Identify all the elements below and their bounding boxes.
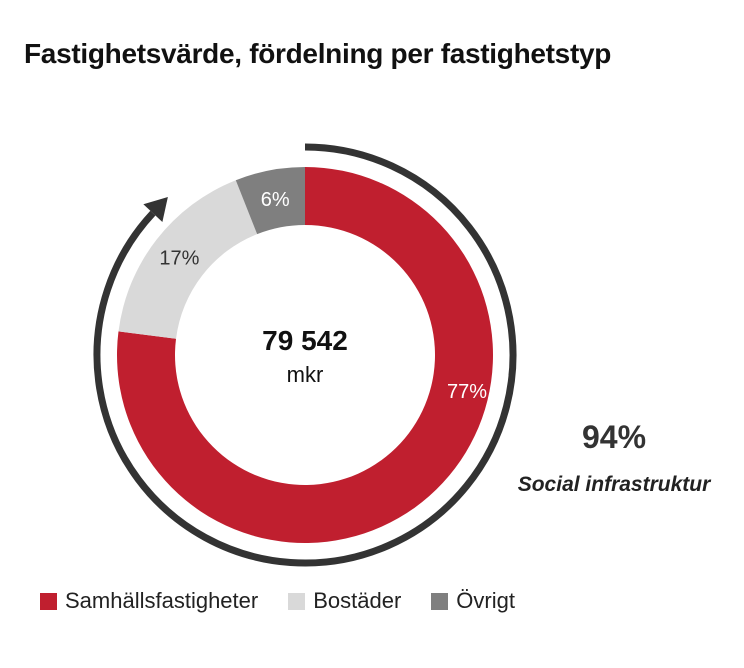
total-unit: mkr	[287, 362, 324, 387]
legend-swatch	[431, 592, 449, 610]
legend-swatch	[40, 592, 57, 610]
donut-slices	[117, 167, 494, 543]
legend-label: Bostäder	[313, 588, 402, 613]
callout-label: Social infrastruktur	[518, 473, 712, 496]
slice-bostäder	[118, 180, 258, 339]
legend-item-övrigt: Övrigt	[431, 588, 515, 614]
chart-title: Fastighetsvärde, fördelning per fastighe…	[24, 38, 612, 69]
total-value: 79 542	[262, 325, 348, 356]
legend-label: Övrigt	[456, 588, 515, 613]
legend-label: Samhällsfastigheter	[65, 588, 259, 613]
slice-label-samhällsfastigheter: 77%	[447, 381, 487, 403]
legend-item-bostäder: Bostäder	[288, 588, 401, 614]
arrow-head-icon	[143, 197, 168, 223]
slice-labels: 77% 17% 6%	[159, 189, 487, 403]
slice-samhällsfastigheter	[117, 167, 494, 543]
social-infrastructure-arrow	[93, 143, 517, 567]
legend-item-samhällsfastigheter: Samhällsfastigheter	[40, 588, 258, 614]
legend: Samhällsfastigheter Bostäder Övrigt	[40, 588, 545, 614]
callout-value: 94%	[582, 419, 646, 455]
slice-övrigt	[235, 167, 305, 235]
slice-label-övrigt: 6%	[261, 189, 290, 211]
slice-label-bostäder: 17%	[159, 248, 199, 270]
legend-swatch	[288, 592, 306, 610]
